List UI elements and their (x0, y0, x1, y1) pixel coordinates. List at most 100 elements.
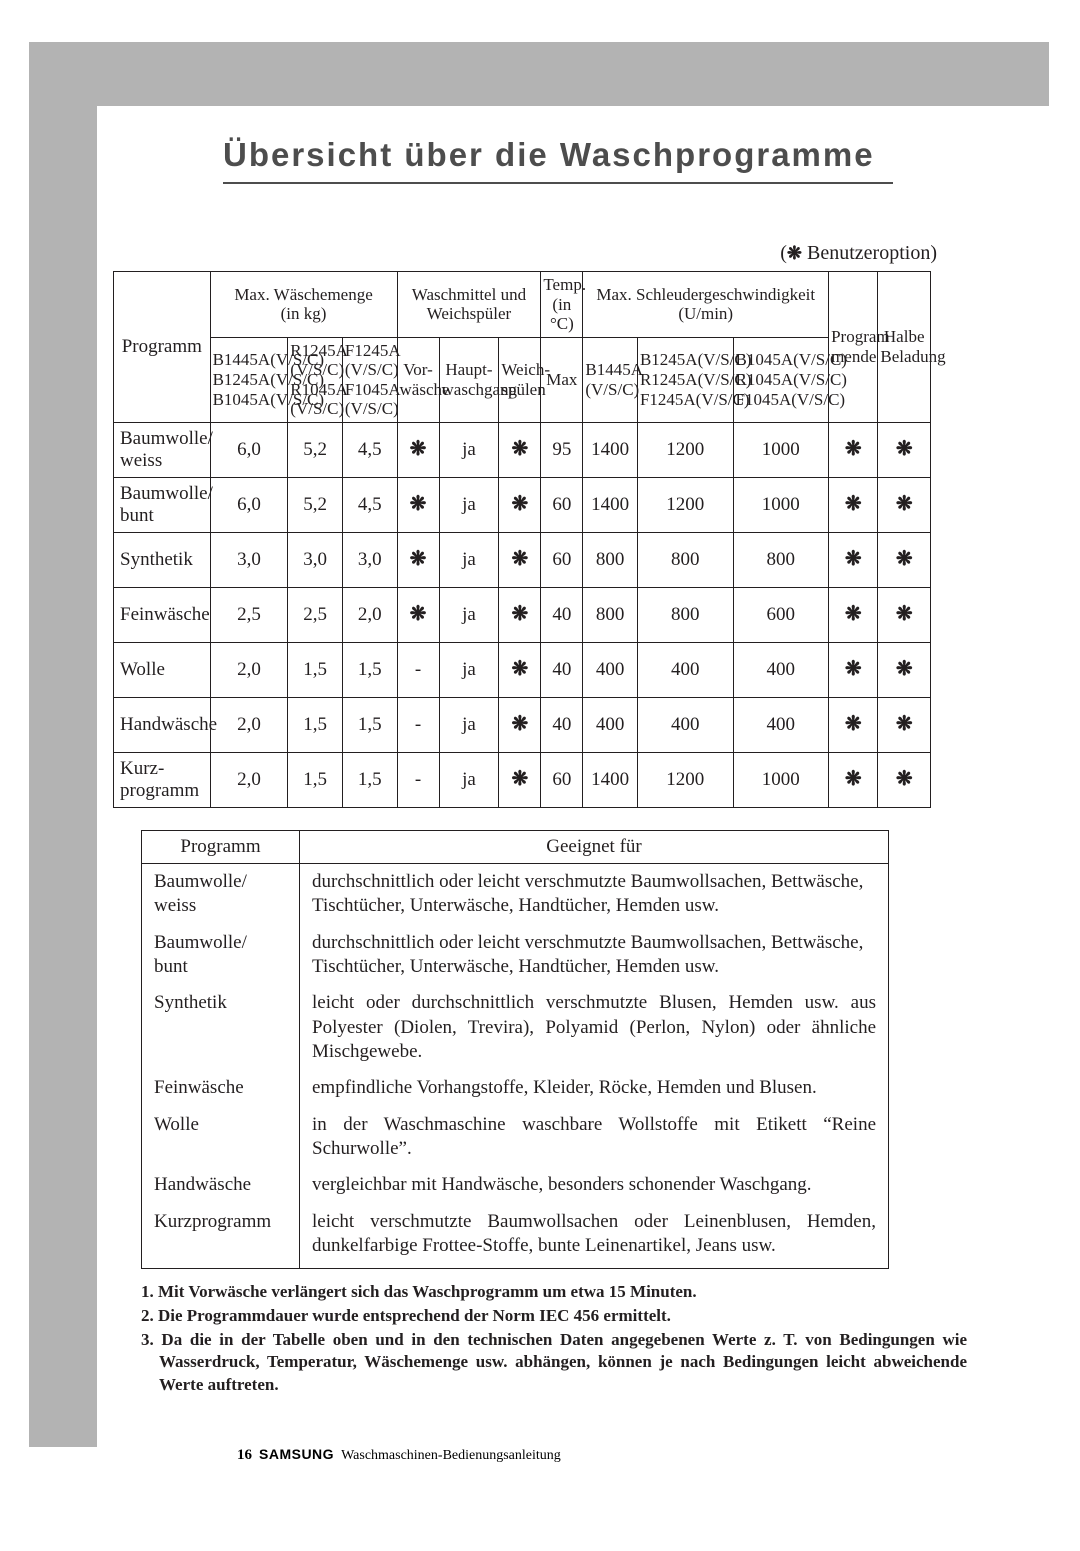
cell-mainwash: ja (439, 642, 499, 697)
cell-half-load: ❋ (878, 422, 931, 477)
cell-spin1: 1400 (583, 752, 638, 807)
cell-load1: 2,0 (210, 642, 288, 697)
notes: 1. Mit Vorwäsche verlängert sich das Was… (141, 1281, 967, 1395)
cell-rinse: ❋ (499, 642, 541, 697)
cell-temp: 40 (541, 587, 583, 642)
cell-half-load: ❋ (878, 642, 931, 697)
footer-brand: SAMSUNG (259, 1446, 334, 1462)
cell-mainwash: ja (439, 752, 499, 807)
hdr-temp-sub: Max (541, 337, 583, 422)
cell-half-load: ❋ (878, 697, 931, 752)
cell-spin1: 800 (583, 587, 638, 642)
cell-mainwash: ja (439, 422, 499, 477)
t: Vor- (403, 360, 433, 379)
suit-row: Baumwolle/buntdurchschnittlich oder leic… (142, 925, 889, 986)
hdr-load-c3: F1245A (V/S/C) F1045A (V/S/C) (342, 337, 397, 422)
cell-spin3: 800 (733, 532, 829, 587)
suit-program: Feinwäsche (142, 1070, 300, 1106)
t: B1045A(V/S/C) (736, 350, 847, 369)
t: Weich- (501, 360, 550, 379)
suit-text: durchschnittlich oder leicht verschmutzt… (300, 925, 889, 986)
cell-program: Feinwäsche (114, 587, 211, 642)
t: R1045A(V/S/C) (736, 370, 847, 389)
cell-load2: 5,2 (288, 422, 343, 477)
cell-half-load: ❋ (878, 532, 931, 587)
cell-spin3: 400 (733, 642, 829, 697)
cell-spin2: 400 (637, 642, 733, 697)
cell-temp: 40 (541, 642, 583, 697)
cell-load3: 1,5 (342, 642, 397, 697)
hdr-program: Programm (114, 272, 211, 423)
cell-spin2: 1200 (637, 752, 733, 807)
cell-spin3: 1000 (733, 752, 829, 807)
t: Haupt- (445, 360, 492, 379)
cell-program-end: ❋ (829, 697, 878, 752)
t: R1045A (290, 380, 348, 399)
cell-load1: 2,5 (210, 587, 288, 642)
cell-load2: 1,5 (288, 642, 343, 697)
cell-half-load: ❋ (878, 477, 931, 532)
cell-prewash: ❋ (397, 587, 439, 642)
cell-temp: 60 (541, 532, 583, 587)
t: F1245A(V/S/C) (640, 390, 750, 409)
cell-spin2: 400 (637, 697, 733, 752)
cell-temp: 95 (541, 422, 583, 477)
hdr-det-c2: Haupt- waschgang (439, 337, 499, 422)
programs-tbody: Baumwolle/weiss6,05,24,5❋ja❋951400120010… (114, 422, 931, 807)
cell-load3: 1,5 (342, 752, 397, 807)
cell-load3: 4,5 (342, 477, 397, 532)
page-title: Übersicht über die Waschprogramme (223, 136, 893, 184)
hdr-max-load-l1: Max. Wäschemenge (234, 285, 372, 304)
suit-text: vergleichbar mit Handwäsche, besonders s… (300, 1167, 889, 1203)
user-option-note: (❋ Benutzeroption) (97, 242, 937, 265)
cell-load1: 6,0 (210, 477, 288, 532)
programs-table: Programm Max. Wäschemenge (in kg) Waschm… (113, 271, 931, 808)
t: F1245A (345, 341, 401, 360)
suit-text: leicht oder durchschnittlich verschmutzt… (300, 985, 889, 1070)
cell-load3: 4,5 (342, 422, 397, 477)
hdr-spin-c3: B1045A(V/S/C) R1045A(V/S/C) F1045A(V/S/C… (733, 337, 829, 422)
suit-row: Feinwäscheempfindliche Vorhangstoffe, Kl… (142, 1070, 889, 1106)
user-option-text: Benutzeroption (807, 242, 930, 264)
t: (V/S/C) (290, 399, 344, 418)
table-row: Kurz-programm2,01,51,5-ja❋60140012001000… (114, 752, 931, 807)
t: (V/S/C) (290, 360, 344, 379)
table-row: Synthetik3,03,03,0❋ja❋60800800800❋❋ (114, 532, 931, 587)
cell-program-end: ❋ (829, 752, 878, 807)
hdr-spin-c1: B1445A (V/S/C) (583, 337, 638, 422)
cell-program: Baumwolle/bunt (114, 477, 211, 532)
frame-left (29, 42, 97, 1447)
cell-load2: 1,5 (288, 752, 343, 807)
suit-text: leicht verschmutzte Baumwollsachen oder … (300, 1204, 889, 1269)
suit-program: Kurzprogramm (142, 1204, 300, 1269)
cell-program-end: ❋ (829, 587, 878, 642)
cell-mainwash: ja (439, 477, 499, 532)
cell-spin3: 600 (733, 587, 829, 642)
hdr-temp-l1: Temp. (543, 275, 586, 294)
cell-spin1: 1400 (583, 477, 638, 532)
cell-load1: 3,0 (210, 532, 288, 587)
hdr-temp: Temp. (in °C) (541, 272, 583, 338)
hdr-max-load-l2: (in kg) (281, 304, 327, 323)
t: (V/S/C) (585, 380, 639, 399)
hdr-spin-l1: Max. Schleudergeschwindigkeit (596, 285, 815, 304)
hdr-pe-l1: Program (831, 327, 890, 346)
cell-program-end: ❋ (829, 642, 878, 697)
hdr-load-c2: R1245A (V/S/C) R1045A (V/S/C) (288, 337, 343, 422)
cell-rinse: ❋ (499, 752, 541, 807)
hdr-load-c1: B1445A(V/S/C) B1245A(V/S/C) B1045A(V/S/C… (210, 337, 288, 422)
t: R1245A (290, 341, 348, 360)
cell-prewash: - (397, 697, 439, 752)
cell-spin1: 1400 (583, 422, 638, 477)
hdr-det-l2: Weichspüler (427, 304, 512, 323)
cell-mainwash: ja (439, 532, 499, 587)
cell-rinse: ❋ (499, 477, 541, 532)
suit-row: Handwäschevergleichbar mit Handwäsche, b… (142, 1167, 889, 1203)
cell-spin1: 400 (583, 642, 638, 697)
cell-load1: 2,0 (210, 697, 288, 752)
cell-load2: 1,5 (288, 697, 343, 752)
cell-half-load: ❋ (878, 587, 931, 642)
hdr-spin-c2: B1245A(V/S/C) R1245A(V/S/C) F1245A(V/S/C… (637, 337, 733, 422)
suit-text: empfindliche Vorhangstoffe, Kleider, Röc… (300, 1070, 889, 1106)
note-2: 2. Die Programmdauer wurde entsprechend … (141, 1305, 967, 1327)
